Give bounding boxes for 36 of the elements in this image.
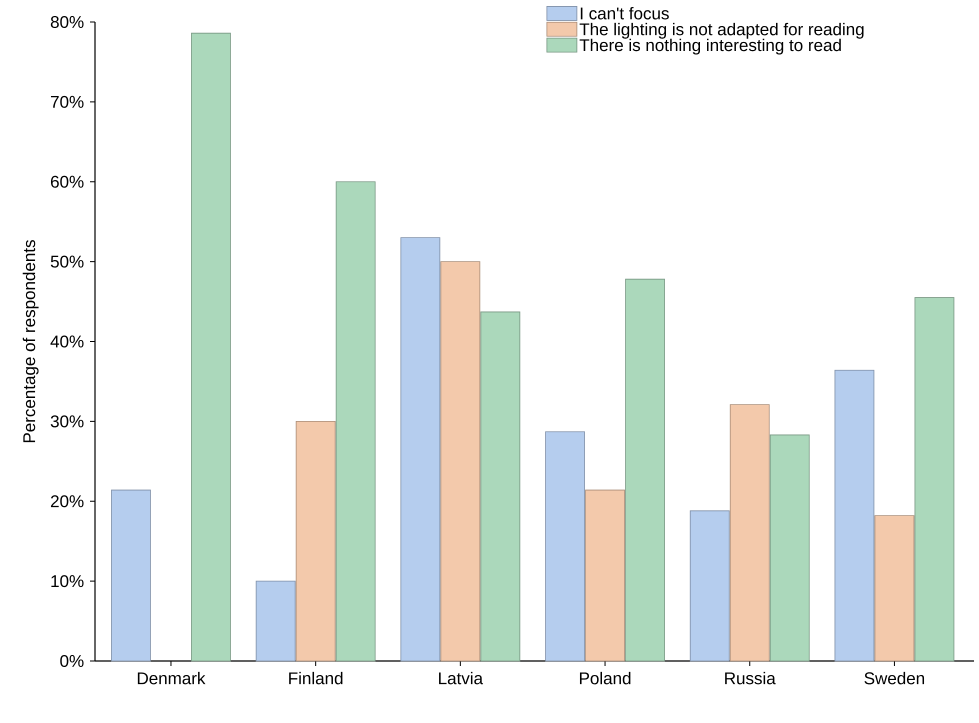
bar (914, 297, 954, 662)
bar (256, 580, 296, 662)
x-tick-label: Russia (725, 672, 776, 684)
legend-label: The lighting is not adapted for reading (580, 22, 864, 39)
legend-label: I can't focus (580, 7, 669, 20)
bar (874, 515, 914, 662)
bar (730, 404, 770, 662)
y-tick-label: 60% (50, 176, 84, 188)
bar (191, 32, 231, 662)
y-tick-label: 10% (51, 575, 84, 588)
bar (585, 490, 625, 662)
y-tick-label: 50% (50, 256, 84, 268)
bar (625, 278, 665, 662)
bar (834, 370, 874, 662)
y-tick-label: 80% (50, 16, 84, 28)
y-tick-label: 40% (50, 335, 84, 348)
legend-label: There is nothing interesting to read (580, 38, 841, 55)
bar (480, 312, 520, 662)
x-tick-label: Denmark (138, 672, 206, 684)
y-tick-label: 20% (50, 495, 84, 508)
x-tick-label: Poland (580, 672, 630, 684)
x-tick-label: Latvia (439, 672, 484, 684)
x-tick-label: Sweden (864, 672, 924, 684)
bar (111, 490, 151, 662)
bar (690, 510, 730, 662)
bar (440, 261, 480, 662)
y-tick-label: 30% (50, 415, 84, 428)
bar (770, 434, 810, 662)
bar (336, 181, 376, 662)
bar (296, 420, 336, 662)
x-tick-label: Finland (289, 672, 342, 684)
bar (545, 431, 585, 662)
bar (400, 237, 440, 662)
y-axis-title: Percentage of respondents (22, 240, 39, 442)
y-tick-label: 70% (50, 96, 84, 108)
y-tick-label: 0% (60, 654, 84, 668)
